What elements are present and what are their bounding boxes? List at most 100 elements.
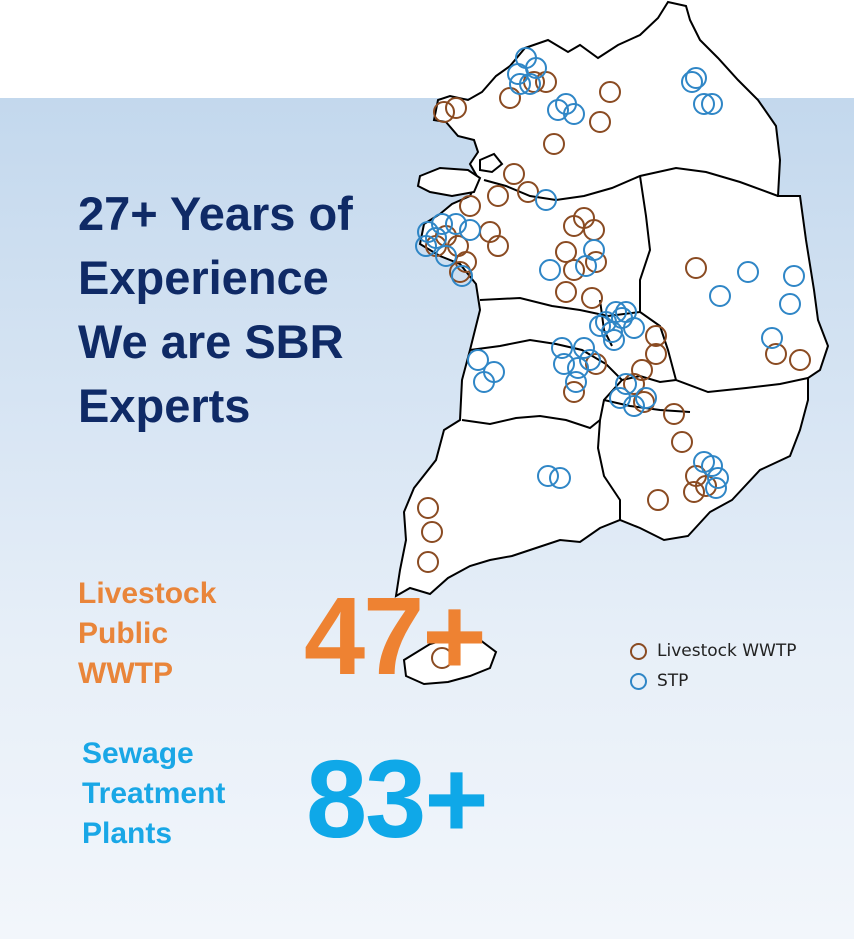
livestock-label-line: WWTP — [78, 657, 173, 690]
stp-marker — [451, 265, 473, 287]
stp-marker — [701, 455, 723, 477]
stp-marker — [779, 293, 801, 315]
livestock-wwtp-marker — [647, 489, 669, 511]
livestock-wwtp-marker — [765, 343, 787, 365]
livestock-wwtp-marker — [445, 97, 467, 119]
livestock-wwtp-marker — [417, 551, 439, 573]
stp-marker — [701, 93, 723, 115]
livestock-wwtp-marker — [421, 521, 443, 543]
headline-line: 27+ Years of — [78, 187, 353, 240]
stp-marker — [705, 477, 727, 499]
livestock-marker-icon — [630, 642, 647, 660]
stp-marker — [737, 261, 759, 283]
map-outline — [402, 634, 498, 686]
livestock-label-line: Public — [78, 617, 169, 650]
stp-marker — [567, 357, 589, 379]
stp-marker — [509, 73, 531, 95]
livestock-wwtp-marker — [585, 353, 607, 375]
stp-marker — [417, 221, 439, 243]
stp-marker — [519, 73, 541, 95]
stp-marker — [579, 349, 601, 371]
stp-marker — [547, 99, 569, 121]
stp-marker — [473, 371, 495, 393]
livestock-wwtp-marker — [585, 251, 607, 273]
livestock-wwtp-marker — [487, 185, 509, 207]
stp-marker — [685, 67, 707, 89]
stp-marker — [535, 189, 557, 211]
livestock-wwtp-marker — [555, 281, 577, 303]
stp-marker — [635, 387, 657, 409]
stp-marker — [575, 255, 597, 277]
stp-marker — [573, 337, 595, 359]
livestock-wwtp-marker — [645, 325, 667, 347]
livestock-wwtp-marker — [431, 647, 453, 669]
stp-marker — [445, 213, 467, 235]
livestock-wwtp-marker — [459, 195, 481, 217]
livestock-wwtp-marker — [563, 381, 585, 403]
livestock-wwtp-marker — [503, 163, 525, 185]
livestock-wwtp-marker — [543, 133, 565, 155]
sewage-label-line: Plants — [82, 817, 173, 850]
stp-marker-icon — [630, 672, 647, 690]
livestock-stat-label: Livestock Public WWTP — [78, 574, 216, 694]
stp-marker — [681, 71, 703, 93]
stp-marker — [431, 213, 453, 235]
stp-marker — [459, 219, 481, 241]
legend-item-stp: STP — [630, 666, 797, 696]
livestock-wwtp-marker — [555, 241, 577, 263]
stp-marker — [565, 371, 587, 393]
livestock-wwtp-marker — [631, 359, 653, 381]
legend-label: STP — [657, 671, 689, 691]
stp-marker — [539, 259, 561, 281]
headline-line: We are SBR — [78, 315, 344, 368]
province-boundary — [483, 166, 779, 202]
province-boundary — [621, 374, 677, 384]
livestock-wwtp-marker — [581, 287, 603, 309]
legend-item-livestock: Livestock WWTP — [630, 636, 797, 666]
headline: 27+ Years of Experience We are SBR Exper… — [78, 182, 408, 438]
sewage-label-line: Treatment — [82, 777, 226, 810]
map-legend: Livestock WWTP STP — [630, 636, 797, 696]
livestock-wwtp-marker — [789, 349, 811, 371]
stp-marker — [623, 395, 645, 417]
stp-marker — [549, 467, 571, 489]
stp-marker — [601, 321, 623, 343]
stp-marker — [553, 353, 575, 375]
stp-markers — [415, 47, 805, 499]
livestock-wwtp-marker — [645, 343, 667, 365]
livestock-stat-value: 47+ — [304, 575, 487, 698]
sewage-label-line: Sewage — [82, 737, 194, 770]
map-outline — [394, 0, 830, 598]
livestock-wwtp-marker — [599, 81, 621, 103]
stp-marker — [783, 265, 805, 287]
stp-marker — [589, 315, 611, 337]
stp-marker — [615, 373, 637, 395]
headline-line: Experience — [78, 251, 329, 304]
livestock-wwtp-marker — [433, 101, 455, 123]
livestock-wwtp-marker — [695, 475, 717, 497]
livestock-wwtp-marker — [487, 235, 509, 257]
stp-marker — [435, 245, 457, 267]
livestock-wwtp-marker — [589, 111, 611, 133]
sewage-stat-value: 83+ — [306, 738, 489, 861]
map-outline — [416, 166, 482, 198]
livestock-wwtp-marker — [449, 261, 471, 283]
livestock-wwtp-marker — [671, 431, 693, 453]
livestock-wwtp-marker — [685, 257, 707, 279]
livestock-wwtp-marker — [563, 259, 585, 281]
livestock-wwtp-marker — [633, 391, 655, 413]
stp-marker — [707, 467, 729, 489]
stp-marker — [537, 465, 559, 487]
stp-marker — [467, 349, 489, 371]
livestock-wwtp-marker — [663, 403, 685, 425]
stp-marker — [563, 103, 585, 125]
sewage-stat-label: Sewage Treatment Plants — [82, 734, 225, 854]
legend-label: Livestock WWTP — [657, 641, 797, 661]
stp-marker — [415, 235, 437, 257]
stp-marker — [603, 329, 625, 351]
livestock-wwtp-marker — [683, 481, 705, 503]
livestock-wwtp-marker — [417, 497, 439, 519]
province-boundary — [639, 175, 809, 394]
headline-line: Experts — [78, 379, 251, 432]
